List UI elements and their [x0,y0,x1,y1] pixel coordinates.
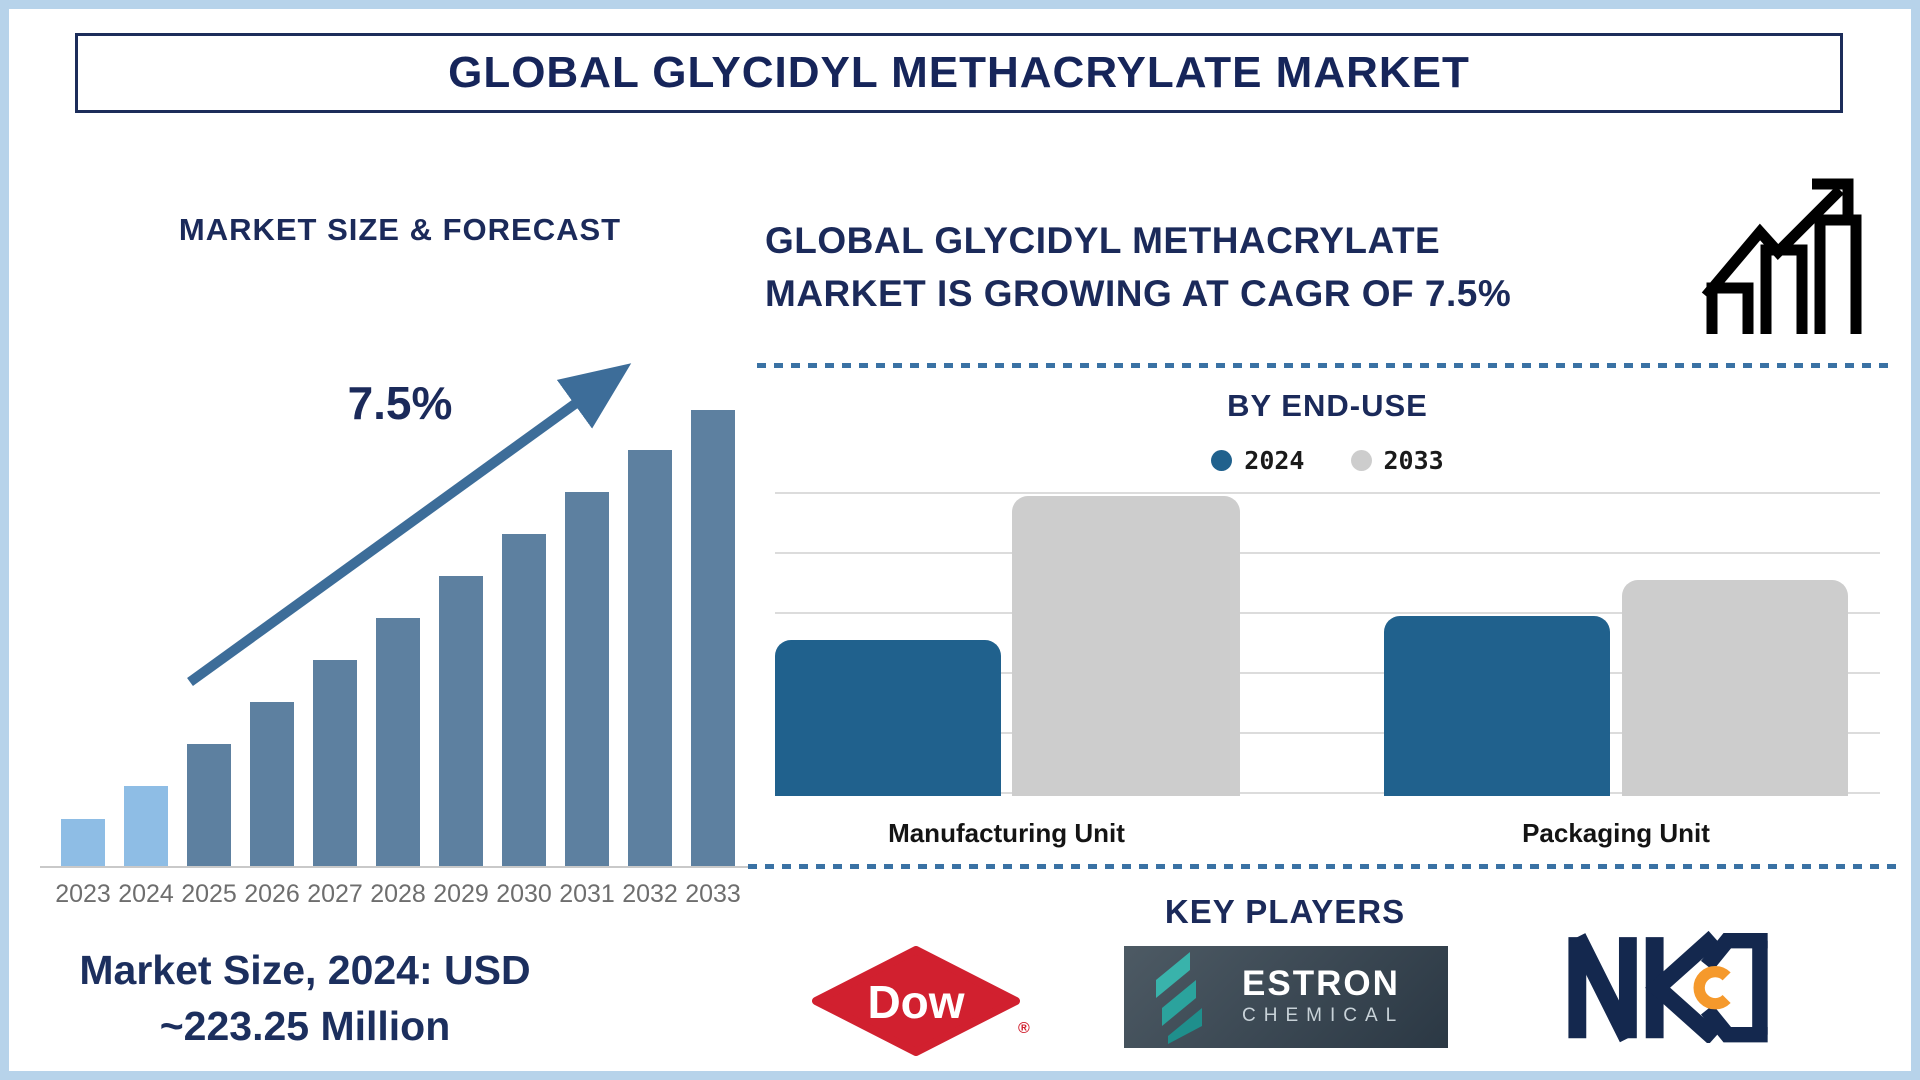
gridline [775,552,1880,554]
year-label-2033: 2033 [685,880,741,908]
cagr-headline: GLOBAL GLYCIDYL METHACRYLATE MARKET IS G… [765,214,1625,320]
market-size-bar-2033 [691,410,735,868]
year-label-2028: 2028 [370,880,426,908]
end-use-bar-2024-manufacturing-unit [775,640,1001,796]
market-size-bar-2028 [376,618,420,868]
title-box: GLOBAL GLYCIDYL METHACRYLATE MARKET [75,33,1843,113]
gridline [775,492,1880,494]
gridline [775,612,1880,614]
gridline [775,732,1880,734]
market-size-bar-2023 [61,819,105,868]
growth-trend-arrow [187,363,632,687]
market-size-callout: Market Size, 2024: USD ~223.25 Million [45,942,565,1054]
end-use-bar-2033-packaging-unit [1622,580,1848,796]
cagr-headline-line2: MARKET IS GROWING AT CAGR OF 7.5% [765,273,1512,314]
key-players-heading: KEY PLAYERS [1164,893,1406,930]
legend-dot-2024 [1211,450,1233,471]
growth-chart-icon [1701,178,1862,334]
year-label-2024: 2024 [118,880,174,908]
market-size-bar-2027 [313,660,357,868]
market-size-bar-2030 [502,534,546,868]
year-label-2023: 2023 [55,880,111,908]
gridline [775,792,1880,794]
market-size-bar-2029 [439,576,483,868]
estron-sub: CHEMICAL [1242,1005,1405,1026]
legend-dot-2033 [1350,450,1372,471]
market-size-line1: Market Size, 2024: USD [79,947,531,993]
svg-text:Dow: Dow [867,976,964,1028]
dashed-divider-top [757,363,1892,368]
year-label-2031: 2031 [559,880,615,908]
market-size-bar-chart [61,410,737,868]
end-use-legend: 2024 2033 [775,446,1880,475]
by-end-use-heading: BY END-USE [1227,388,1428,423]
year-label-2029: 2029 [433,880,489,908]
cagr-value-label: 7.5% [347,377,453,429]
category-label-manufacturing-unit: Manufacturing Unit [888,818,1125,848]
market-size-bar-2031 [565,492,609,868]
estron-chevrons-icon [1156,952,1202,1044]
page-title: GLOBAL GLYCIDYL METHACRYLATE MARKET [448,48,1470,97]
category-label-packaging-unit: Packaging Unit [1522,818,1710,848]
end-use-bar-chart [775,492,1880,796]
dow-logo: Dow [812,946,1020,1056]
market-size-line2: ~223.25 Million [159,1003,451,1049]
market-size-bar-2025 [187,744,231,868]
dashed-divider-bottom [748,864,1900,869]
cagr-headline-line1: GLOBAL GLYCIDYL METHACRYLATE [765,220,1441,261]
year-axis-labels: 2023 2024 2025 2026 2027 2028 2029 2030 2031 2032… [55,880,761,910]
year-label-2025: 2025 [181,880,237,908]
estron-chemical-logo: ESTRON CHEMICAL [1124,946,1448,1048]
end-use-bar-2033-manufacturing-unit [1012,496,1240,796]
year-label-2032: 2032 [622,880,678,908]
market-size-bar-2032 [628,450,672,868]
market-size-bar-2024 [124,786,168,868]
end-use-bar-2024-packaging-unit [1384,616,1610,796]
gridline [775,672,1880,674]
year-label-2030: 2030 [496,880,552,908]
year-label-2026: 2026 [244,880,300,908]
market-size-forecast-heading: MARKET SIZE & FORECAST [178,212,622,247]
market-size-bar-2026 [250,702,294,868]
legend-label-2024: 2024 [1244,446,1305,475]
legend-item-2033: 2033 [1350,446,1444,475]
year-label-2027: 2027 [307,880,363,908]
legend-item-2024: 2024 [1211,446,1305,475]
legend-label-2033: 2033 [1383,446,1444,475]
dow-registered-mark: ® [1018,1020,1030,1037]
nkc-logo [1568,930,1768,1043]
chart-baseline [40,866,750,868]
estron-name: ESTRON [1242,964,1400,1003]
